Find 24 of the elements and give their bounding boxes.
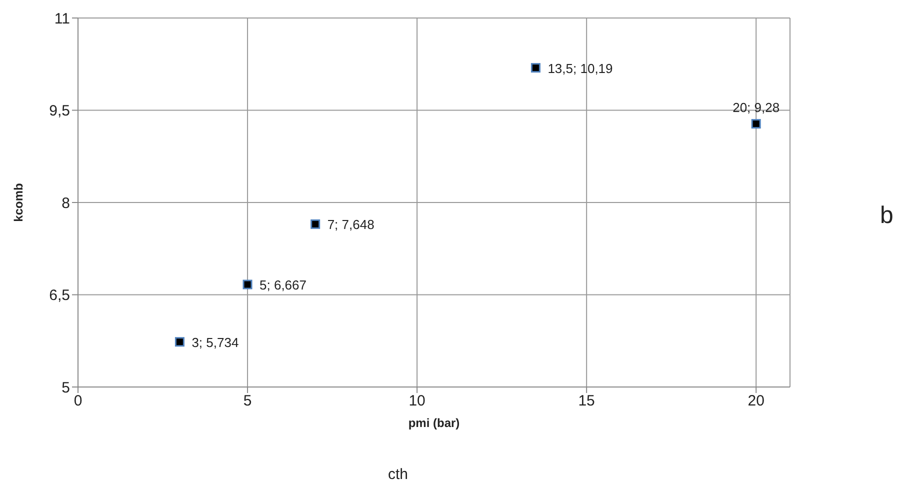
point (174, 337, 184, 347)
data-label: 20; 9,28 (732, 100, 780, 115)
y-tick-label: 5 (62, 379, 70, 396)
data-label: 13,5; 10,19 (548, 60, 613, 76)
x-tick-label: 10 (408, 392, 426, 410)
point (242, 280, 252, 290)
x-axis-title: pmi (bar) (408, 416, 460, 430)
y-tick-label: 11 (54, 10, 70, 28)
point (751, 119, 761, 129)
y-tick-label: 9,5 (49, 102, 70, 120)
data-label: 3; 5,734 (192, 334, 239, 350)
x-tick-label: 15 (578, 392, 595, 410)
point (310, 219, 320, 229)
point (530, 63, 540, 73)
data-label: 7; 7,648 (327, 217, 374, 232)
y-tick-label: 6,5 (49, 287, 70, 304)
x-tick-label: 5 (243, 392, 252, 410)
data-label: 5; 6,667 (260, 277, 307, 292)
text: b (880, 202, 894, 230)
y-axis-title: kcomb (11, 183, 26, 222)
x-tick-label: 0 (74, 392, 82, 410)
y-tick-label: 8 (62, 194, 70, 212)
text: cth (388, 466, 408, 483)
x-tick-label: 20 (748, 392, 764, 410)
